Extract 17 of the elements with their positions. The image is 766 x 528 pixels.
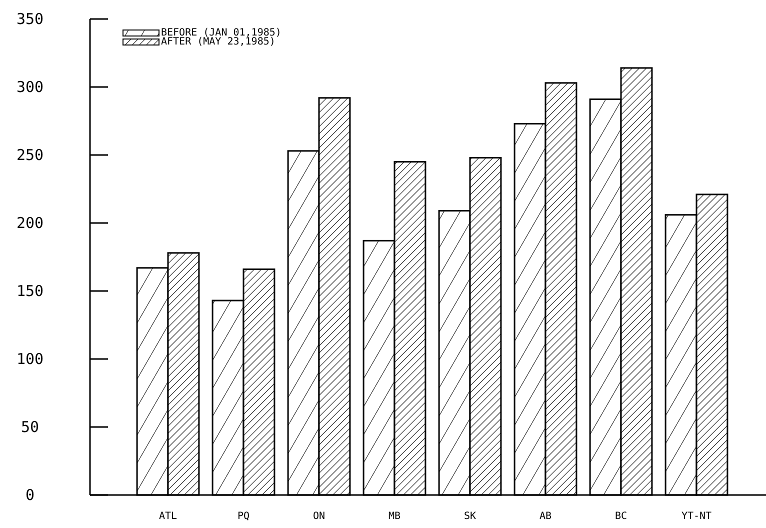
x-tick-label: SK — [464, 511, 476, 522]
x-tick-label: PQ — [237, 511, 250, 522]
y-tick-label: 150 — [16, 282, 44, 300]
x-tick-label: BC — [614, 511, 628, 522]
y-tick-label: 300 — [16, 78, 44, 96]
y-tick-label: 250 — [16, 146, 44, 164]
x-tick-label: ATL — [158, 511, 178, 522]
y-tick-label: 0 — [25, 486, 35, 504]
legend-label: AFTER (MAY 23,1985) — [161, 36, 276, 48]
x-tick-label: YT-NT — [681, 511, 712, 522]
x-tick-label: ON — [312, 511, 326, 522]
y-tick-label: 350 — [16, 10, 44, 28]
y-tick-label: 200 — [16, 214, 44, 232]
x-tick-label: AB — [539, 511, 552, 522]
y-tick-label: 100 — [16, 350, 44, 368]
x-tick-label: MB — [388, 511, 401, 522]
y-tick-label: 50 — [20, 418, 40, 436]
